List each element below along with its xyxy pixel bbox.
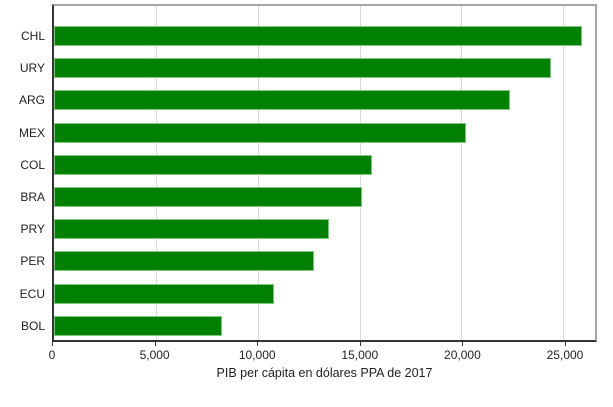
x-tick-mark-0 [52,342,53,346]
x-tick-mark-10000 [257,342,259,346]
bar-arg [54,90,511,111]
x-tick-mark-5000 [154,342,156,346]
x-tick-label-15000: 15,000 [341,348,379,362]
category-label-chl: CHL [20,29,45,44]
bar-row-bol: BOL [21,310,595,342]
category-label-pry: PRY [20,222,45,237]
bar-row-mex: MEX [19,117,595,149]
bar-row-col: COL [20,149,595,181]
bar-mex [54,122,467,143]
category-label-mex: MEX [18,125,45,140]
bar-ury [54,58,551,79]
x-tick-label-25000: 25,000 [546,348,584,362]
bar-row-pry: PRY [21,213,595,245]
category-label-ury: URY [19,61,45,76]
x-tick-mark-25000 [564,342,566,346]
bar-row-per: PER [20,245,595,277]
bar-ecu [54,283,274,304]
x-tick-label-5000: 5,000 [139,348,170,362]
plot-area: CHL URY ARG MEX COL BRA PRY PER ECU BOL [19,4,597,342]
bar-col [54,154,372,175]
x-tick-mark-20000 [462,342,464,346]
bar-bol [54,315,223,336]
bar-row-ecu: ECU [20,278,595,310]
bar-row-bra: BRA [20,181,595,213]
category-label-ecu: ECU [19,286,45,301]
bar-row-arg: ARG [19,84,595,116]
x-tick-label-0: 0 [48,348,56,362]
category-label-col: COL [20,157,45,172]
category-label-bol: BOL [20,318,45,333]
bar-bra [54,187,362,208]
gridline-25000 [563,6,565,340]
x-tick-label-10000: 10,000 [238,348,276,362]
x-tick-mark-15000 [359,342,361,346]
bar-pry [54,219,329,240]
gridline-20000 [461,6,463,340]
category-label-bra: BRA [20,190,45,205]
x-axis-title: PIB per cápita en dólares PPA de 2017 [216,366,433,380]
bar-per [54,251,314,272]
bar-chl [54,26,582,47]
bar-row-ury: URY [20,52,595,84]
category-label-per: PER [20,254,45,269]
x-tick-label-20000: 20,000 [444,348,481,362]
bar-row-chl: CHL [21,20,595,52]
category-label-arg: ARG [18,93,45,108]
